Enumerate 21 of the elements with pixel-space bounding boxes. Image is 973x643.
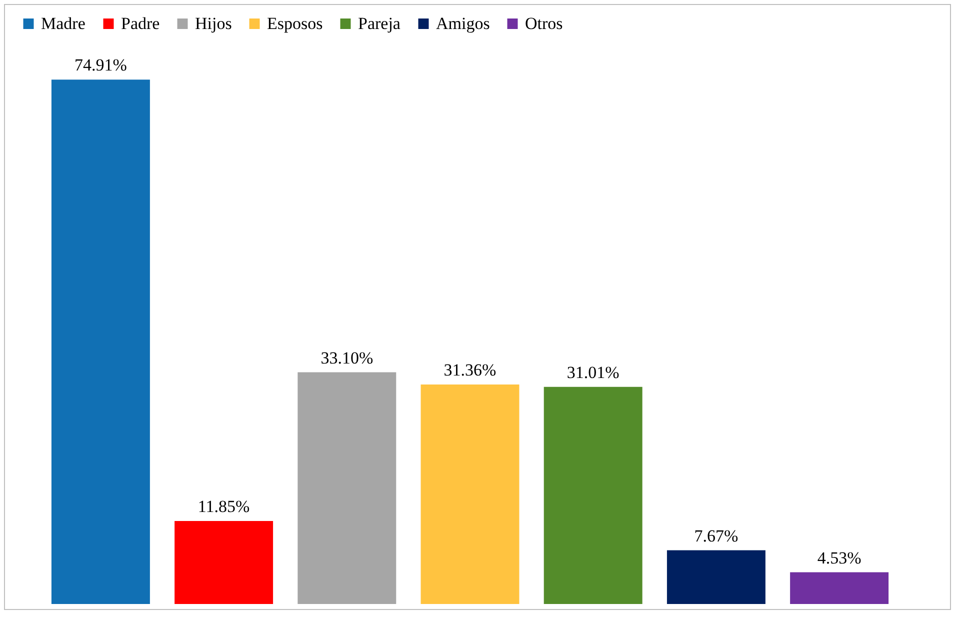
legend-label: Esposos [267,14,323,33]
data-label: 7.67% [694,526,738,546]
data-label: 4.53% [817,548,862,568]
bar [420,384,520,604]
bar [544,386,642,604]
legend-label: Madre [41,14,86,33]
bar [51,80,150,604]
legend-label: Otros [525,14,563,33]
bar [790,572,889,604]
legend-label: Amigos [436,14,490,33]
legend-label: Hijos [195,14,232,33]
data-label: 31.01% [566,362,620,382]
data-label: 31.36% [444,360,496,380]
data-label: 33.10% [320,348,374,368]
bar [298,372,396,604]
legend-label: Padre [121,14,160,33]
bar [666,550,766,604]
legend-label: Pareja [358,14,401,33]
data-label: 11.85% [198,497,250,516]
bar [174,521,274,604]
data-label: 74.91% [74,56,127,75]
